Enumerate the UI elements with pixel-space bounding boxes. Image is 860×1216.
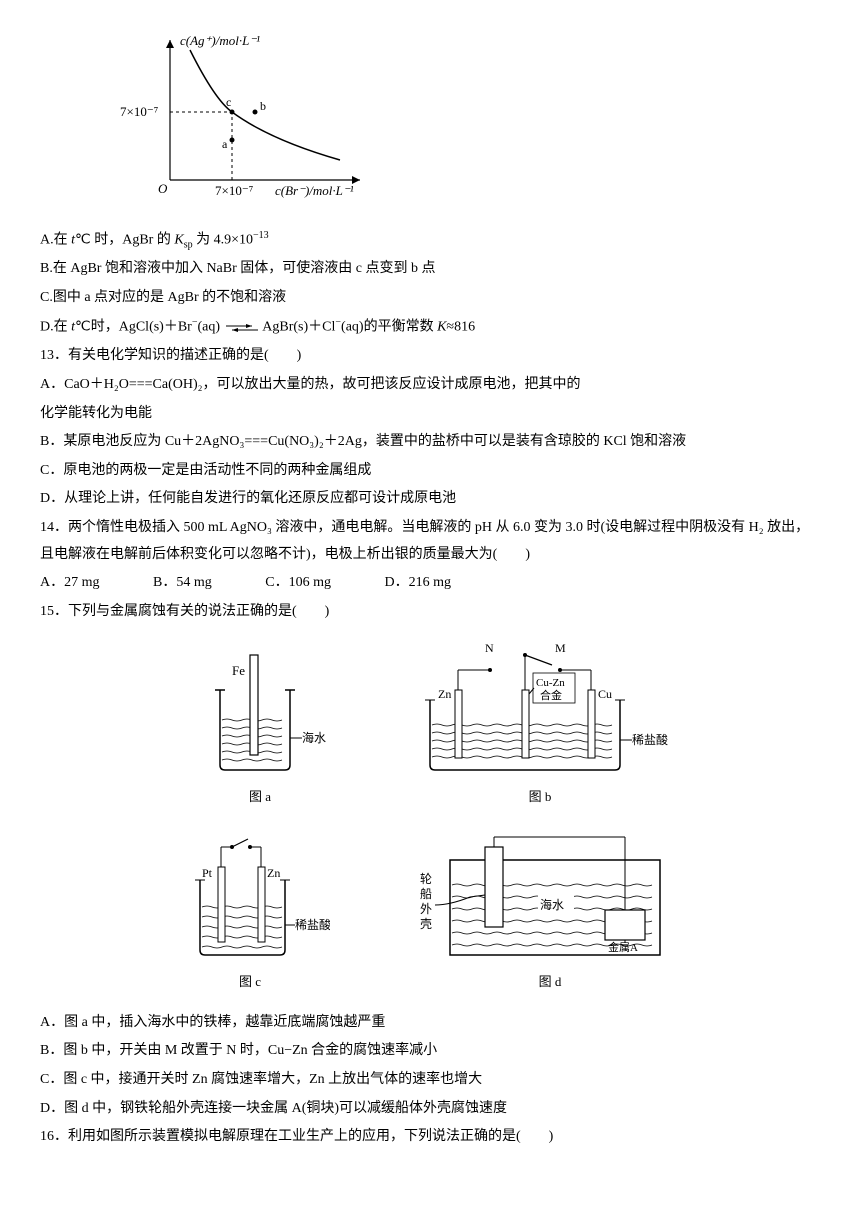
q13-option-a: A．CaO＋H₂O===Ca(OH)₂，可以放出大量的热，故可把该反应设计成原电… (40, 372, 820, 399)
svg-text:合金: 合金 (540, 688, 562, 702)
svg-text:轮: 轮 (420, 872, 432, 886)
figure-a-caption: 图 a (190, 785, 330, 810)
q15-stem: 15．下列与金属腐蚀有关的说法正确的是( ) (40, 599, 820, 626)
svg-text:Cu: Cu (598, 687, 612, 701)
q15-option-c: C．图 c 中，接通开关时 Zn 腐蚀速率增大，Zn 上放出气体的速率也增大 (40, 1067, 820, 1094)
q14-option-d: D．216 mg (384, 570, 451, 597)
q12-option-a: A.在 t℃ 时，AgBr 的 Ksp 为 4.9×10−13 (40, 226, 820, 254)
q14-option-c: C．106 mg (265, 570, 331, 597)
q14-option-b: B．54 mg (153, 570, 212, 597)
q15-option-a: A．图 a 中，插入海水中的铁棒，越靠近底端腐蚀越严重 (40, 1010, 820, 1037)
figure-b-caption: 图 b (410, 785, 670, 810)
q16-stem: 16．利用如图所示装置模拟电解原理在工业生产上的应用，下列说法正确的是( ) (40, 1124, 820, 1151)
svg-text:海水: 海水 (540, 897, 564, 912)
svg-text:金属A: 金属A (608, 940, 638, 954)
svg-text:船: 船 (420, 887, 432, 901)
svg-text:a: a (222, 137, 228, 151)
q13-option-b: B．某原电池反应为 Cu＋2AgNO₃===Cu(NO₃)₂＋2Ag，装置中的盐… (40, 429, 820, 456)
svg-text:Cu-Zn: Cu-Zn (536, 677, 565, 689)
q15-option-b: B．图 b 中，开关由 M 改置于 N 时，Cu−Zn 合金的腐蚀速率减小 (40, 1038, 820, 1065)
svg-text:7×10⁻⁷: 7×10⁻⁷ (215, 183, 253, 198)
q14-stem: 14．两个惰性电极插入 500 mL AgNO₃ 溶液中，通电电解。当电解液的 … (40, 515, 820, 568)
q12-option-d: D.在 t℃时，AgCl(s)＋Br−(aq) AgBr(s)＋Cl−(aq)的… (40, 313, 820, 341)
q14-options: A．27 mg B．54 mg C．106 mg D．216 mg (40, 570, 820, 597)
q12-option-c: C.图中 a 点对应的是 AgBr 的不饱和溶液 (40, 285, 820, 312)
svg-text:外: 外 (420, 902, 432, 916)
q13-stem: 13．有关电化学知识的描述正确的是( ) (40, 343, 820, 370)
figure-c-caption: 图 c (170, 970, 330, 995)
svg-text:M: M (555, 641, 566, 655)
figure-d: 轮 船 外 壳 海水 金属A 图 d (410, 825, 690, 995)
q13-option-d: D．从理论上讲，任何能自发进行的氧化还原反应都可设计成原电池 (40, 486, 820, 513)
q13-option-c: C．原电池的两极一定是由活动性不同的两种金属组成 (40, 458, 820, 485)
figure-b: N M Zn Cu-Zn 合金 Cu 稀盐酸 图 b (410, 640, 670, 810)
svg-text:c(Ag⁺)/mol·L⁻¹: c(Ag⁺)/mol·L⁻¹ (180, 33, 260, 48)
q14-option-a: A．27 mg (40, 570, 100, 597)
svg-text:O: O (158, 181, 168, 196)
q15-figures-row-2: Pt Zn 稀盐酸 图 c (40, 825, 820, 995)
svg-text:b: b (260, 99, 266, 113)
figure-a: Fe 海水 图 a (190, 640, 330, 810)
svg-text:Fe: Fe (232, 663, 245, 678)
svg-text:Zn: Zn (438, 687, 451, 701)
q15-figures-row-1: Fe 海水 图 a (40, 640, 820, 810)
figure-d-caption: 图 d (410, 970, 690, 995)
svg-text:N: N (485, 641, 494, 655)
svg-text:稀盐酸: 稀盐酸 (632, 732, 668, 747)
svg-text:Zn: Zn (267, 866, 280, 880)
q15-option-d: D．图 d 中，钢铁轮船外壳连接一块金属 A(铜块)可以减缓船体外壳腐蚀速度 (40, 1096, 820, 1123)
q12-option-b: B.在 AgBr 饱和溶液中加入 NaBr 固体，可使溶液由 c 点变到 b 点 (40, 256, 820, 283)
svg-text:c(Br⁻)/mol·L⁻¹: c(Br⁻)/mol·L⁻¹ (275, 183, 354, 198)
svg-text:壳: 壳 (420, 917, 432, 931)
q13-option-a2: 化学能转化为电能 (40, 401, 820, 428)
svg-text:c: c (226, 95, 231, 109)
svg-text:Pt: Pt (202, 866, 213, 880)
solubility-graph: c b a c(Ag⁺)/mol·L⁻¹ 7×10⁻⁷ 7×10⁻⁷ c(Br⁻… (120, 30, 820, 216)
svg-text:稀盐酸: 稀盐酸 (295, 917, 330, 932)
figure-c: Pt Zn 稀盐酸 图 c (170, 825, 330, 995)
svg-text:7×10⁻⁷: 7×10⁻⁷ (120, 104, 158, 119)
svg-text:海水: 海水 (302, 730, 326, 745)
